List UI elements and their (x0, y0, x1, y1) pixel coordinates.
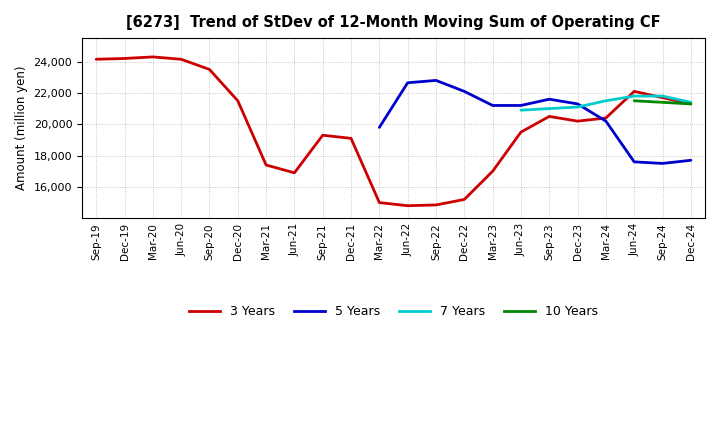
3 Years (347, 136, 356, 141)
7 Years (545, 106, 554, 111)
3 Years (602, 115, 611, 121)
Line: 5 Years: 5 Years (379, 81, 691, 163)
3 Years (262, 162, 271, 168)
5 Years (687, 158, 696, 163)
10 Years (687, 101, 696, 106)
3 Years (177, 57, 186, 62)
5 Years (573, 101, 582, 106)
3 Years (460, 197, 469, 202)
5 Years (460, 89, 469, 94)
Y-axis label: Amount (million yen): Amount (million yen) (15, 66, 28, 191)
5 Years (545, 96, 554, 102)
3 Years (432, 202, 441, 208)
3 Years (630, 89, 639, 94)
5 Years (517, 103, 526, 108)
3 Years (573, 118, 582, 124)
7 Years (658, 93, 667, 99)
3 Years (148, 54, 157, 59)
3 Years (687, 101, 696, 106)
3 Years (92, 57, 101, 62)
5 Years (488, 103, 497, 108)
5 Years (658, 161, 667, 166)
7 Years (602, 98, 611, 103)
5 Years (375, 125, 384, 130)
10 Years (658, 100, 667, 105)
7 Years (630, 93, 639, 99)
3 Years (318, 132, 327, 138)
5 Years (630, 159, 639, 165)
3 Years (488, 169, 497, 174)
Line: 7 Years: 7 Years (521, 96, 691, 110)
7 Years (517, 107, 526, 113)
5 Years (403, 80, 412, 85)
3 Years (658, 95, 667, 100)
3 Years (120, 56, 129, 61)
3 Years (205, 67, 214, 72)
Line: 3 Years: 3 Years (96, 57, 691, 206)
7 Years (573, 104, 582, 110)
10 Years (630, 98, 639, 103)
Line: 10 Years: 10 Years (634, 101, 691, 104)
Legend: 3 Years, 5 Years, 7 Years, 10 Years: 3 Years, 5 Years, 7 Years, 10 Years (184, 300, 603, 323)
3 Years (375, 200, 384, 205)
Title: [6273]  Trend of StDev of 12-Month Moving Sum of Operating CF: [6273] Trend of StDev of 12-Month Moving… (126, 15, 661, 30)
5 Years (602, 118, 611, 124)
3 Years (403, 203, 412, 209)
7 Years (687, 100, 696, 105)
3 Years (517, 129, 526, 135)
3 Years (290, 170, 299, 176)
3 Years (545, 114, 554, 119)
5 Years (432, 78, 441, 83)
3 Years (233, 98, 242, 103)
